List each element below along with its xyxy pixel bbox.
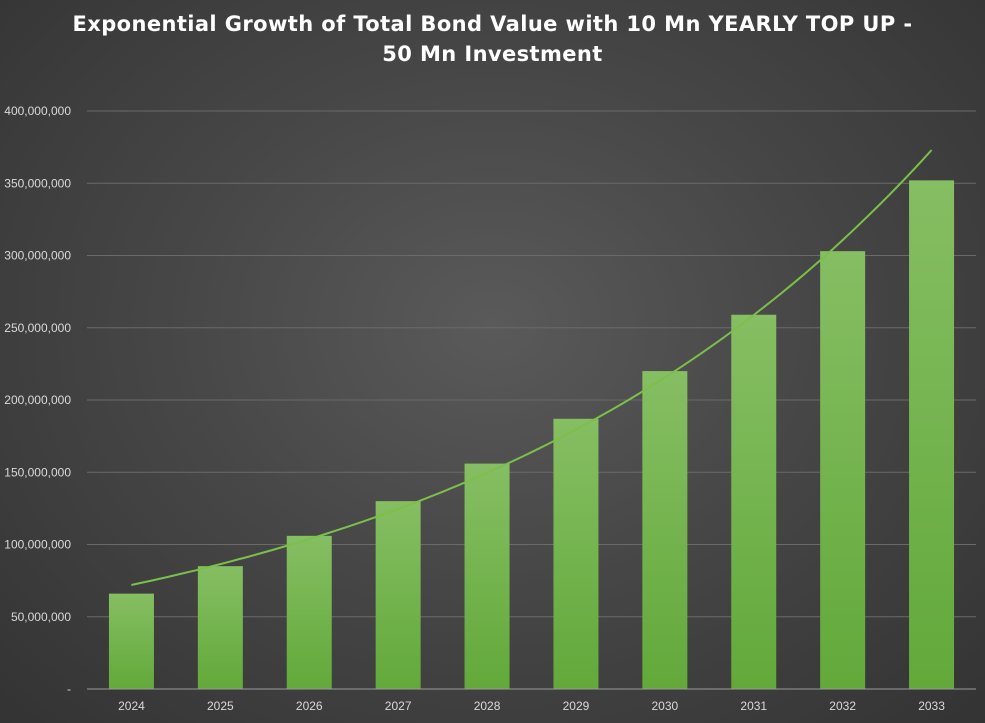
x-tick-label: 2026 <box>296 699 323 713</box>
y-tick-label: 250,000,000 <box>4 321 71 335</box>
y-tick-label: 50,000,000 <box>11 610 71 624</box>
chart-title-line-1: Exponential Growth of Total Bond Value w… <box>72 12 913 36</box>
bar-2033 <box>909 180 955 690</box>
bar-2025 <box>197 566 243 689</box>
y-tick-label: 100,000,000 <box>4 538 71 552</box>
x-tick-label: 2024 <box>118 699 145 713</box>
bar-2026 <box>286 535 332 689</box>
bar-2029 <box>553 418 599 689</box>
y-tick-label: 400,000,000 <box>4 104 71 118</box>
trendline-layer <box>131 149 933 586</box>
x-tick-label: 2029 <box>563 699 590 713</box>
bar-2030 <box>642 371 688 689</box>
bar-2031 <box>731 314 777 689</box>
x-tick-label: 2025 <box>207 699 234 713</box>
bar-2024 <box>108 593 154 689</box>
bars <box>108 180 955 690</box>
x-tick-label: 2030 <box>651 699 678 713</box>
bar-2028 <box>464 463 510 689</box>
chart-title-line-2: 50 Mn Investment <box>382 42 603 66</box>
x-tick-label: 2033 <box>918 699 945 713</box>
x-tick-label: 2027 <box>385 699 412 713</box>
y-tick-label: - <box>67 682 71 696</box>
x-tick-label: 2031 <box>740 699 767 713</box>
bar-2027 <box>375 501 421 689</box>
y-tick-label: 350,000,000 <box>4 176 71 190</box>
bar-2032 <box>820 251 866 690</box>
x-tick-label: 2032 <box>829 699 856 713</box>
x-axis-tick-labels: 2024 2025 2026 2027 2028 2029 2030 2031 2032 2033 <box>118 699 945 713</box>
y-tick-label: 200,000,000 <box>4 393 71 407</box>
x-tick-label: 2028 <box>474 699 501 713</box>
y-axis-tick-labels: - 50,000,000 100,000,000 150,000,000 200,000… <box>4 104 71 696</box>
y-tick-label: 300,000,000 <box>4 249 71 263</box>
trendline <box>131 149 933 586</box>
y-tick-label: 150,000,000 <box>4 465 71 479</box>
